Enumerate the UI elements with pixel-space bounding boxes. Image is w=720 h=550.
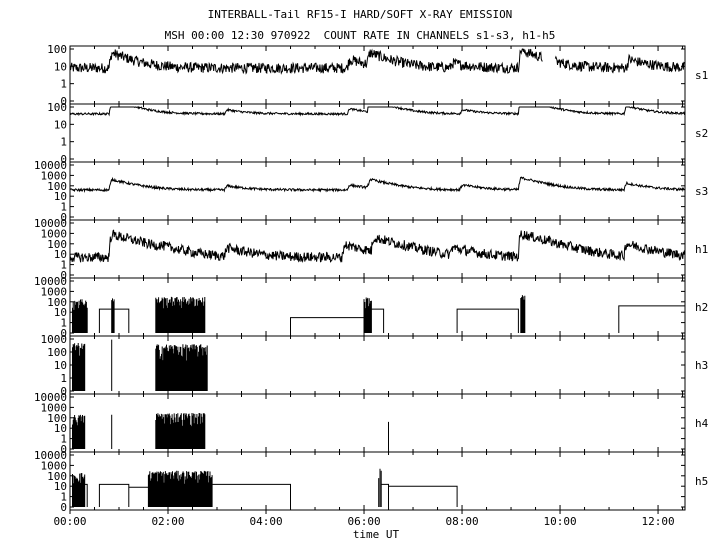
x-tick-label: 00:00 — [53, 515, 86, 528]
series-line-h4 — [72, 413, 389, 449]
x-tick-label: 06:00 — [347, 515, 380, 528]
series-label-s1: s1 — [695, 69, 708, 82]
chart-subtitle: MSH 00:00 12:30 970922 COUNT RATE IN CHA… — [164, 29, 556, 42]
series-line-h1 — [69, 229, 686, 264]
y-tick-label-h1: 1 — [60, 259, 67, 272]
y-tick-label-h2: 10000 — [34, 275, 67, 288]
series-line-h3 — [72, 339, 208, 391]
x-tick-label: 02:00 — [151, 515, 184, 528]
y-tick-label-s1: 100 — [47, 43, 67, 56]
y-tick-label-s2: 100 — [47, 101, 67, 114]
panel-frame-s2 — [69, 103, 686, 163]
y-tick-label-h4: 1000 — [41, 401, 68, 414]
y-tick-label-h2: 1000 — [41, 285, 68, 298]
y-tick-label-s3: 1000 — [41, 169, 68, 182]
y-tick-label-s3: 10 — [54, 190, 67, 203]
y-tick-label-h3: 100 — [47, 346, 67, 359]
y-tick-label-h2: 0 — [60, 327, 67, 340]
y-tick-label-h4: 10 — [54, 422, 67, 435]
y-tick-label-h5: 100 — [47, 470, 67, 483]
y-tick-label-h2: 1 — [60, 317, 67, 330]
y-tick-label-h3: 1000 — [41, 333, 68, 346]
panel-s1: 0 1 10 100 s1 — [47, 43, 708, 108]
series-label-h4: h4 — [695, 417, 709, 430]
y-tick-label-h4: 100 — [47, 412, 67, 425]
panel-s2: 0 1 10 100 s2 — [47, 101, 708, 166]
y-tick-label-s2: 1 — [60, 136, 67, 149]
y-tick-label-h1: 10 — [54, 248, 67, 261]
y-tick-label-h5: 10000 — [34, 449, 67, 462]
y-tick-label-h3: 10 — [54, 359, 67, 372]
x-axis: 00:00 02:00 04:00 06:00 08:00 10:00 12:00 — [53, 510, 675, 528]
y-tick-label-s2: 10 — [54, 118, 67, 131]
series-line-s3 — [69, 176, 685, 194]
series-label-h3: h3 — [695, 359, 708, 372]
y-tick-label-h3: 1 — [60, 372, 67, 385]
panel-frame-h5 — [69, 451, 686, 511]
chart-title: INTERBALL-Tail RF15-I HARD/SOFT X-RAY EM… — [207, 8, 513, 21]
y-tick-label-s3: 0 — [60, 211, 67, 224]
y-tick-label-s1: 0 — [60, 95, 67, 108]
series-line-s1 — [69, 48, 686, 75]
y-tick-label-s3: 10000 — [34, 159, 67, 172]
y-tick-label-h5: 1000 — [41, 459, 68, 472]
x-axis-label: time UT — [353, 528, 400, 541]
series-line-h2 — [72, 295, 686, 333]
series-label-s2: s2 — [695, 127, 708, 140]
y-tick-label-h5: 1 — [60, 491, 67, 504]
series-label-s3: s3 — [695, 185, 708, 198]
series-line-h5 — [72, 468, 458, 507]
panels: 0110100s10110100s20110100100010000s30110… — [34, 43, 709, 514]
y-tick-label-h4: 0 — [60, 443, 67, 456]
y-tick-label-h4: 10000 — [34, 391, 67, 404]
y-tick-label-s1: 1 — [60, 78, 67, 91]
y-tick-label-h1: 10000 — [34, 217, 67, 230]
y-tick-label-h1: 0 — [60, 269, 67, 282]
series-line-s2 — [69, 105, 686, 117]
x-tick-label: 10:00 — [543, 515, 576, 528]
y-tick-label-h2: 100 — [47, 296, 67, 309]
y-tick-label-s1: 10 — [54, 60, 67, 73]
y-tick-label-h1: 1000 — [41, 227, 68, 240]
x-tick-label: 08:00 — [445, 515, 478, 528]
series-label-h5: h5 — [695, 475, 708, 488]
y-tick-label-h5: 0 — [60, 501, 67, 514]
series-label-h1: h1 — [695, 243, 708, 256]
y-tick-label-s3: 1 — [60, 201, 67, 214]
series-label-h2: h2 — [695, 301, 708, 314]
y-tick-label-s3: 100 — [47, 180, 67, 193]
x-tick-label: 12:00 — [641, 515, 674, 528]
y-tick-label-h2: 10 — [54, 306, 67, 319]
y-tick-label-h3: 0 — [60, 385, 67, 398]
y-tick-label-h1: 100 — [47, 238, 67, 251]
y-tick-label-h4: 1 — [60, 433, 67, 446]
x-tick-label: 04:00 — [249, 515, 282, 528]
y-tick-label-s2: 0 — [60, 153, 67, 166]
panel-frame-s3 — [69, 161, 686, 221]
y-tick-label-h5: 10 — [54, 480, 67, 493]
